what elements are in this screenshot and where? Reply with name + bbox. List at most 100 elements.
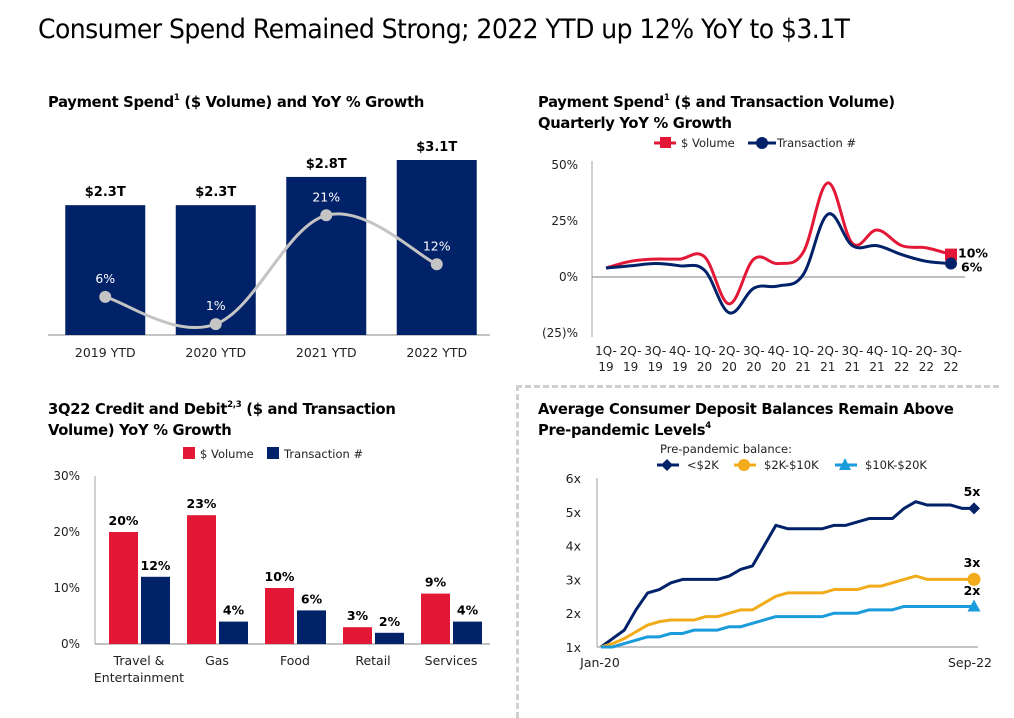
chart4-10k-20k-end-marker [967, 599, 981, 612]
chart2-x-tick-label: 21 [796, 360, 811, 374]
chart2-legend-transaction-label: Transaction # [776, 136, 856, 150]
chart2-x-tick-label: 21 [869, 360, 884, 374]
chart1-x-tick-label: 2020 YTD [185, 345, 246, 360]
chart1-x-tick-label: 2022 YTD [406, 345, 467, 360]
chart3-title: 3Q22 Credit and Debit2,3 ($ and Transact… [48, 399, 396, 441]
chart4-2k-10k-line [600, 574, 974, 649]
chart1-growth-line [104, 212, 438, 330]
chart3-volume-label: 23% [187, 496, 217, 511]
chart1-bar-label: $2.3T [195, 185, 236, 200]
chart2-x-tick-label: 2Q- [915, 344, 937, 358]
chart4-y-tick-label: 2x [566, 606, 581, 621]
chart1-growth-point [430, 258, 443, 271]
chart1-growth-label: 21% [312, 189, 340, 204]
chart2-title-line2: Quarterly YoY % Growth [538, 114, 732, 132]
chart3-volume-bar [343, 627, 372, 644]
chart2-x-tick-label: 1Q- [595, 344, 617, 358]
chart1-growth-point [209, 318, 222, 331]
chart3-y-tick-label: 0% [61, 637, 80, 651]
chart1-growth-label: 12% [423, 238, 451, 253]
chart4-y-tick-label: 1x [566, 640, 581, 655]
chart2-x-tick-label: 22 [919, 360, 934, 374]
chart2-x-tick-label: 1Q- [891, 344, 913, 358]
chart1-growth-label: 1% [206, 298, 226, 313]
chart3-volume-bar [265, 588, 294, 644]
chart3-y-tick-label: 20% [53, 525, 80, 539]
chart2-x-tick-label: 4Q- [866, 344, 888, 358]
chart4-2k-10k-end-label: 3x [964, 555, 981, 570]
chart4-y-tick-label: 5x [566, 505, 581, 520]
chart2-x-tick-label: 2Q- [817, 344, 839, 358]
chart1-x-tick-label: 2019 YTD [75, 345, 136, 360]
chart3-x-tick-label: Entertainment [94, 670, 184, 685]
chart2-x-tick-label: 3Q- [842, 344, 864, 358]
chart2-volume-end-label: 10% [958, 246, 988, 261]
chart2-legend-volume-marker [660, 137, 671, 148]
chart2-x-tick-label: 4Q- [669, 344, 691, 358]
chart4-y-tick-label: 4x [566, 539, 581, 554]
chart2-x-tick-label: 22 [943, 360, 958, 374]
chart4-legend-title: Pre-pandemic balance: [660, 442, 792, 456]
chart4-2k-10k-legend-marker [738, 459, 750, 471]
chart4-10k-20k-legend-marker [839, 458, 851, 470]
chart4-10k-20k-legend-label: $10K-$20K [865, 458, 927, 472]
chart2-x-tick-label: 19 [598, 360, 613, 374]
chart3-title-line2: Volume) YoY % Growth [48, 421, 232, 439]
chart4-footnote: 4 [705, 421, 711, 431]
chart2-x-tick-label: 20 [722, 360, 737, 374]
chart2-x-tick-label: 20 [746, 360, 761, 374]
chart3-x-tick-label: Travel & [113, 653, 165, 668]
chart2-title-rest: ($ and Transaction Volume) [669, 93, 895, 111]
chart3-title-text: 3Q22 Credit and Debit [48, 400, 228, 418]
chart1-bar-label: $2.3T [85, 185, 126, 200]
chart3-transaction-label: 6% [301, 591, 323, 606]
chart1-title: Payment Spend1 ($ Volume) and YoY % Grow… [48, 92, 424, 113]
chart3-transaction-label: 4% [223, 603, 245, 618]
chart2-x-tick-label: 2Q- [620, 344, 642, 358]
chart1-footnote: 1 [173, 93, 180, 103]
chart2-y-tick-label: 50% [551, 158, 578, 172]
chart3-footnote: 2,3 [227, 400, 242, 410]
chart2-legend-transaction-marker [756, 137, 768, 149]
chart1-bar-label: $3.1T [416, 140, 457, 155]
chart4-title: Average Consumer Deposit Balances Remain… [538, 399, 954, 441]
chart3-volume-bar [109, 532, 138, 644]
chart4-under-2k-line [600, 500, 974, 649]
chart2-x-tick-label: 2Q- [718, 344, 740, 358]
chart1-growth-point [320, 209, 333, 222]
chart3-transaction-bar [297, 610, 326, 644]
chart4-10k-20k-line [601, 604, 974, 649]
chart2-x-tick-label: 19 [672, 360, 687, 374]
chart1-title-text: Payment Spend [48, 93, 174, 111]
chart2-transaction-line [605, 212, 952, 315]
chart3-x-tick-label: Gas [205, 653, 229, 668]
chart2-x-tick-label: 21 [820, 360, 835, 374]
chart3-transaction-bar [141, 576, 170, 644]
chart2-y-tick-label: 0% [559, 270, 578, 284]
chart4-y-tick-label: 3x [566, 572, 581, 587]
chart2-x-tick-label: 1Q- [694, 344, 716, 358]
chart4-x-start-label: Jan-20 [579, 655, 620, 670]
chart3-legend-transaction-swatch [267, 447, 279, 459]
chart2-x-tick-label: 19 [623, 360, 638, 374]
chart1-x-tick-label: 2021 YTD [296, 345, 357, 360]
chart3-volume-bar [421, 593, 450, 644]
chart2-volume-line [605, 181, 952, 306]
chart2-footnote: 1 [663, 93, 670, 103]
chart1-bar [286, 176, 367, 335]
chart3-legend-volume-label: $ Volume [200, 447, 254, 461]
chart4-under-2k-legend-marker [661, 459, 673, 471]
chart3-transaction-label: 4% [457, 603, 479, 618]
chart2-y-tick-label: (25)% [542, 326, 578, 340]
chart4-under-2k-legend-label: <$2K [687, 458, 719, 472]
chart2-x-tick-label: 22 [894, 360, 909, 374]
chart2-x-tick-label: 20 [697, 360, 712, 374]
deposit-panel-border [516, 385, 999, 718]
chart2-x-tick-label: 1Q- [792, 344, 814, 358]
chart1-growth-point [99, 290, 112, 303]
chart2-transaction-end-marker [945, 257, 957, 270]
chart4-y-tick-label: 6x [566, 471, 581, 486]
chart3-transaction-label: 12% [141, 558, 171, 573]
chart3-x-tick-label: Services [425, 653, 478, 668]
chart3-y-tick-label: 30% [53, 469, 80, 483]
